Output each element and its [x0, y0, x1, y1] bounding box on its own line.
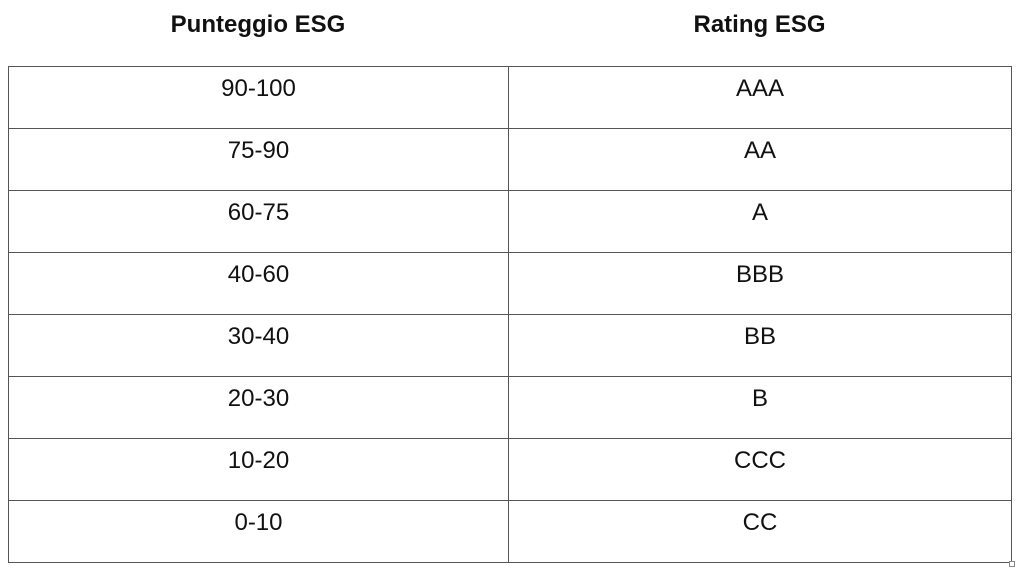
table-row: 0-10 CC — [8, 500, 1012, 563]
table-row: 90-100 AAA — [8, 66, 1012, 129]
header-rating: Rating ESG — [693, 11, 826, 38]
table-row: 20-30 B — [8, 376, 1012, 439]
table-resize-handle[interactable] — [1009, 561, 1015, 567]
rating-cell: CC — [508, 500, 1012, 563]
esg-rating-table: 90-100 AAA 75-90 AA 60-75 A 40-60 BBB 30… — [8, 66, 1012, 563]
header-score: Punteggio ESG — [170, 11, 346, 38]
score-cell: 90-100 — [8, 66, 509, 129]
score-cell: 0-10 — [8, 500, 509, 563]
score-cell: 60-75 — [8, 190, 509, 253]
score-cell: 75-90 — [8, 128, 509, 191]
rating-cell: CCC — [508, 438, 1012, 501]
score-cell: 30-40 — [8, 314, 509, 377]
table-row: 60-75 A — [8, 190, 1012, 253]
score-cell: 10-20 — [8, 438, 509, 501]
table-row: 30-40 BB — [8, 314, 1012, 377]
table-row: 10-20 CCC — [8, 438, 1012, 501]
table-row: 75-90 AA — [8, 128, 1012, 191]
table-header: Punteggio ESG Rating ESG — [8, 0, 1011, 66]
rating-cell: B — [508, 376, 1012, 439]
table-row: 40-60 BBB — [8, 252, 1012, 315]
rating-cell: AA — [508, 128, 1012, 191]
score-cell: 40-60 — [8, 252, 509, 315]
score-cell: 20-30 — [8, 376, 509, 439]
rating-cell: A — [508, 190, 1012, 253]
rating-cell: AAA — [508, 66, 1012, 129]
rating-cell: BBB — [508, 252, 1012, 315]
rating-cell: BB — [508, 314, 1012, 377]
